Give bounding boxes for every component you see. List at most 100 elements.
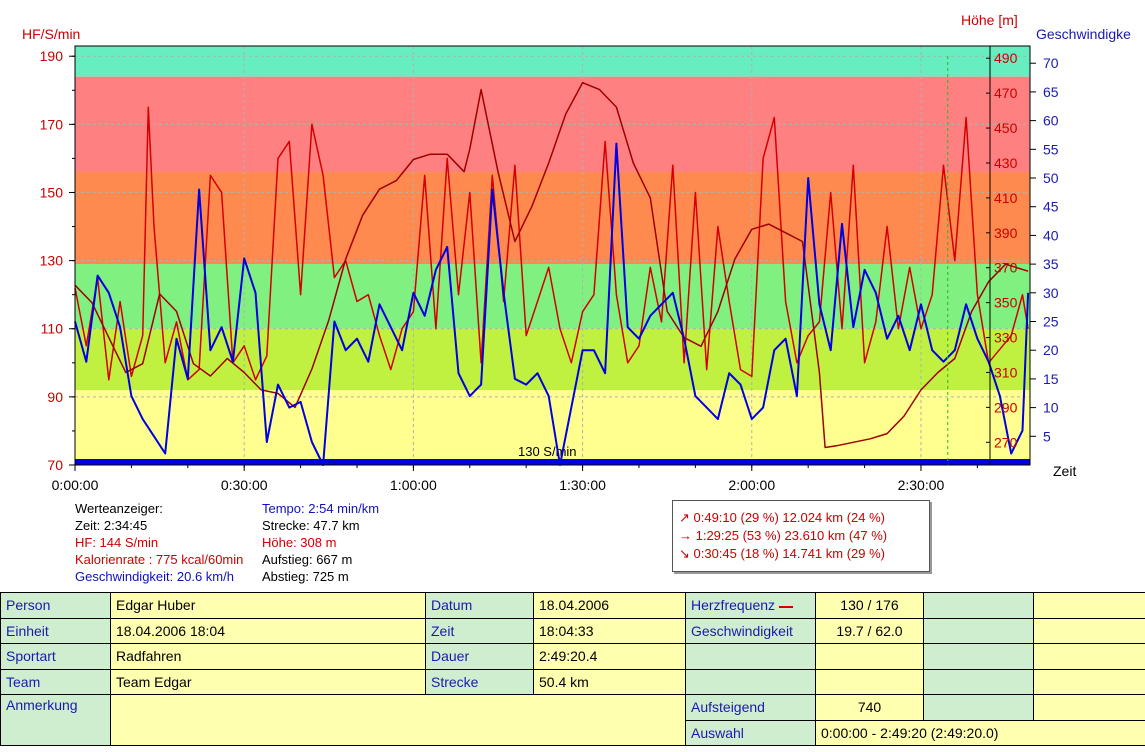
team-label: Team [0, 668, 111, 695]
hr-zone [75, 172, 1030, 265]
readout-title: Werteanzeiger: [75, 501, 163, 516]
time-tick-label: 2:00:00 [728, 477, 775, 493]
empty-cell [815, 643, 924, 670]
hr-tick-label: 190 [40, 48, 64, 64]
speed-tick-label: 25 [1043, 314, 1059, 330]
time-tick-label: 1:00:00 [390, 477, 437, 493]
strecke-value[interactable]: 50.4 km [533, 668, 686, 695]
time-tick-label: 0:30:00 [221, 477, 268, 493]
series [74, 81, 1030, 466]
empty-cell [923, 694, 1034, 721]
empty-cell [1033, 668, 1145, 695]
time-tick-label: 1:30:00 [559, 477, 606, 493]
einheit-value[interactable]: 18.04.2006 18:04 [110, 617, 426, 644]
height-tick-label: 430 [994, 155, 1018, 171]
readout-kalorien: Kalorienrate : 775 kcal/60min [75, 552, 244, 567]
sportart-value[interactable]: Radfahren [110, 643, 426, 670]
person-label: Person [0, 592, 111, 619]
speed-tick-label: 30 [1043, 285, 1059, 301]
empty-cell [923, 668, 1034, 695]
sportart-label: Sportart [0, 643, 111, 670]
geschwindigkeit-label: Geschwindigkeit [685, 617, 816, 644]
hf-legend-line-icon [778, 606, 793, 609]
zeit-value[interactable]: 18:04:33 [533, 617, 686, 644]
readout-hoehe: Höhe: 308 m [262, 535, 337, 550]
height-tick-label: 270 [994, 434, 1018, 450]
session-info-table: Person Edgar Huber Datum 18.04.2006 Herz… [0, 592, 1145, 746]
empty-cell [923, 643, 1034, 670]
herzfrequenz-label-text: Herzfrequenz [691, 597, 776, 614]
speed-tick-label: 15 [1043, 371, 1059, 387]
speed-tick-label: 40 [1043, 227, 1059, 243]
herzfrequenz-value: 130 / 176 [815, 592, 924, 619]
dauer-value[interactable]: 2:49:20.4 [533, 643, 686, 670]
right-axis-title-speed: Geschwindigke [1036, 26, 1131, 42]
hr-zone [75, 264, 1030, 329]
aufsteigend-label: Aufsteigend [685, 694, 816, 721]
plot-frame [74, 45, 1031, 466]
summary-up: ↗ 0:49:10 (29 %) 12.024 km (24 %) [679, 510, 885, 525]
height-tick-label: 310 [994, 364, 1018, 380]
speed-tick-label: 5 [1043, 428, 1051, 444]
height-tick-label: 410 [994, 190, 1018, 206]
speed-tick-label: 70 [1043, 55, 1059, 71]
dauer-label: Dauer [425, 643, 534, 670]
readout-strecke: Strecke: 47.7 km [262, 518, 360, 533]
threshold-label: 130 S/min [518, 444, 577, 459]
hr-zones [75, 46, 1030, 465]
team-value[interactable]: Team Edgar [110, 668, 426, 695]
hr-zone [75, 390, 1030, 465]
speed-tick-label: 60 [1043, 113, 1059, 129]
chart[interactable]: 130 S/min 190 170 150 130 110 90 70 490 470 450 43… [0, 0, 1145, 592]
left-axis-title: HF/S/min [22, 26, 80, 42]
time-tick-label: 2:30:00 [898, 477, 945, 493]
readout-geschwindigkeit: Geschwindigkeit: 20.6 km/h [75, 569, 234, 584]
table-row: Auswahl 0:00:00 - 2:49:20 (2:49:20.0) [1, 719, 1145, 746]
auswahl-value[interactable]: 0:00:00 - 2:49:20 (2:49:20.0) [815, 719, 1145, 746]
hr-zone [75, 76, 1030, 173]
hr-tick-label: 150 [40, 184, 64, 200]
einheit-label: Einheit [0, 617, 111, 644]
empty-cell [923, 592, 1034, 619]
series-line-geschwindigkeit [74, 142, 1030, 466]
table-row: Sportart Radfahren Dauer 2:49:20.4 [0, 643, 1145, 670]
datum-label: Datum [425, 592, 534, 619]
geschwindigkeit-label-text: Geschwindigkeit [691, 622, 793, 639]
table-row: Person Edgar Huber Datum 18.04.2006 Herz… [0, 592, 1145, 619]
series-line-höhe [74, 81, 1029, 449]
empty-cell [685, 668, 816, 695]
hr-tick-label: 90 [47, 389, 63, 405]
axes: 190 170 150 130 110 90 70 490 470 450 430 410 390 370… [40, 46, 1059, 493]
speed-tick-label: 50 [1043, 170, 1059, 186]
herzfrequenz-label: Herzfrequenz [685, 592, 816, 619]
height-tick-label: 290 [994, 399, 1018, 415]
summary-flat: → 1:29:25 (53 %) 23.610 km (47 %) [679, 528, 888, 543]
strecke-label: Strecke [425, 668, 534, 695]
empty-cell [1033, 694, 1145, 721]
empty-cell [1033, 643, 1145, 670]
aufsteigend-value: 740 [815, 694, 924, 721]
height-tick-label: 330 [994, 330, 1018, 346]
person-value[interactable]: Edgar Huber [110, 592, 426, 619]
zeit-label: Zeit [425, 617, 534, 644]
speed-tick-label: 10 [1043, 400, 1059, 416]
speed-tick-label: 35 [1043, 256, 1059, 272]
anmerkung-value[interactable] [110, 694, 686, 746]
auswahl-label: Auswahl [685, 719, 816, 746]
hr-tick-label: 170 [40, 116, 64, 132]
time-tick-label: 0:00:00 [52, 477, 99, 493]
empty-cell [815, 668, 924, 695]
empty-cell [1033, 592, 1145, 619]
datum-value[interactable]: 18.04.2006 [533, 592, 686, 619]
speed-tick-label: 65 [1043, 84, 1059, 100]
height-tick-label: 470 [994, 85, 1018, 101]
geschwindigkeit-value: 19.7 / 62.0 [815, 617, 924, 644]
table-row: Team Team Edgar Strecke 50.4 km [0, 668, 1145, 695]
speed-tick-label: 20 [1043, 342, 1059, 358]
empty-cell [1033, 617, 1145, 644]
slope-summary: ↗ 0:49:10 (29 %) 12.024 km (24 %) → 1:29… [672, 500, 930, 572]
value-readout: Werteanzeiger: Zeit: 2:34:45 HF: 144 S/m… [75, 500, 243, 585]
readout-zeit: Zeit: 2:34:45 [75, 518, 148, 533]
hr-tick-label: 130 [40, 253, 64, 269]
empty-cell [685, 643, 816, 670]
